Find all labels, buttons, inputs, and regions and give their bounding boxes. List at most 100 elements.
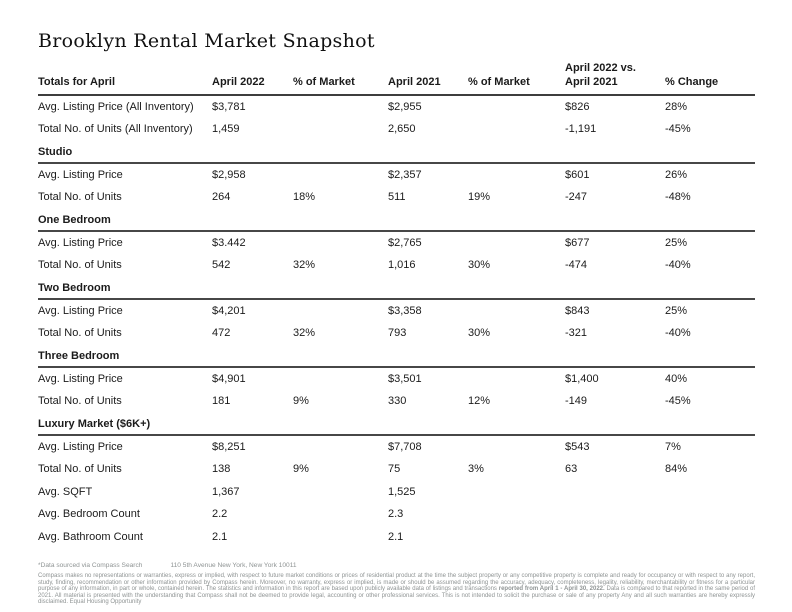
col-label: Avg. Listing Price <box>38 304 123 317</box>
col-label: Avg. SQFT <box>38 485 93 498</box>
col-april-2022: 264 <box>212 191 231 204</box>
col-label: Total No. of Units <box>38 395 122 408</box>
col-pct-change: 40% <box>665 372 688 385</box>
table-row: Avg. Listing Price $4,901 $3,501 $1,400 40% <box>38 368 755 391</box>
page-title: Brooklyn Rental Market Snapshot <box>38 30 375 52</box>
col-yoy-diff: -321 <box>565 327 588 340</box>
col-yoy-diff: $1,400 <box>565 372 599 385</box>
col-april-2021: $7,708 <box>388 440 422 453</box>
col-label: Avg. Listing Price <box>38 440 123 453</box>
col-april-2022: 1,459 <box>212 123 240 136</box>
col-pct-market-2021: 30% <box>468 327 491 340</box>
table-row: Total No. of Units 542 32% 1,016 30% -474 -40% <box>38 254 755 277</box>
col-april-2021: 75 <box>388 463 401 476</box>
section-header: Three Bedroom <box>38 345 755 368</box>
column-header-pct-market-2021: % of Market <box>468 75 530 88</box>
col-april-2021: 511 <box>388 191 406 204</box>
col-label: Avg. Bathroom Count <box>38 530 143 543</box>
col-april-2022: $8,251 <box>212 440 246 453</box>
table-row: Avg. Listing Price $4,201 $3,358 $843 25% <box>38 300 755 323</box>
col-april-2022: 1,367 <box>212 485 240 498</box>
col-pct-market-2022: 32% <box>293 327 316 340</box>
col-april-2021: 1,525 <box>388 485 416 498</box>
col-april-2022: 2.2 <box>212 508 228 521</box>
column-header-pct-change: % Change <box>665 75 719 88</box>
col-april-2022: $4,201 <box>212 304 246 317</box>
col-april-2022: 181 <box>212 395 231 408</box>
company-address: 110 5th Avenue New York, New York 10011 <box>170 562 297 569</box>
section-header: Studio <box>38 141 755 164</box>
col-label: Total No. of Units <box>38 463 122 476</box>
col-april-2021: $3,358 <box>388 304 422 317</box>
col-yoy-diff: $826 <box>565 100 590 113</box>
col-april-2021: 330 <box>388 395 407 408</box>
col-april-2021: $2,765 <box>388 236 422 249</box>
table-row: Avg. Listing Price (All Inventory) $3,781… <box>38 96 755 119</box>
table-row: Total No. of Units (All Inventory) 1,459 2… <box>38 118 755 141</box>
column-header-totals: Totals for April <box>38 75 115 88</box>
disclaimer-text-pre: Compass makes no representations or warr… <box>38 573 755 593</box>
table-row: Avg. Bedroom Count 2.2 2.3 <box>38 503 755 526</box>
col-pct-market-2021: 19% <box>468 191 491 204</box>
col-april-2022: $4,901 <box>212 372 246 385</box>
col-april-2022: 542 <box>212 259 231 272</box>
data-source-line: *Data sourced via Compass Search 110 5th … <box>38 562 755 569</box>
col-april-2022: $2,958 <box>212 168 246 181</box>
col-pct-change: 7% <box>665 440 681 453</box>
col-yoy-diff: -247 <box>565 191 588 204</box>
table-row: Avg. Listing Price $3.442 $2,765 $677 25% <box>38 232 755 255</box>
table-row: Avg. Listing Price $2,958 $2,357 $601 26% <box>38 164 755 187</box>
disclaimer-text-bold: reported from April 1 - April 30, 2022. <box>498 586 605 593</box>
section-header: Two Bedroom <box>38 277 755 300</box>
col-yoy-diff: $677 <box>565 236 590 249</box>
column-header-april-2021: April 2021 <box>388 75 441 88</box>
col-pct-market-2022: 18% <box>293 191 316 204</box>
column-header-yoy-diff: April 2022 vs. April 2021 <box>565 62 636 88</box>
col-pct-market-2022: 32% <box>293 259 316 272</box>
col-april-2022: $3.442 <box>212 236 246 249</box>
col-pct-change: -48% <box>665 191 691 204</box>
col-yoy-diff: -149 <box>565 395 588 408</box>
col-label: Total No. of Units <box>38 191 122 204</box>
col-label: Total No. of Units (All Inventory) <box>38 123 193 136</box>
table-row: Avg. Bathroom Count 2.1 2.1 <box>38 526 755 549</box>
col-april-2022: 2.1 <box>212 530 228 543</box>
col-april-2021: $3,501 <box>388 372 422 385</box>
table-row: Total No. of Units 138 9% 75 3% 63 84% <box>38 458 755 481</box>
col-label: Avg. Listing Price <box>38 168 123 181</box>
col-april-2022: 138 <box>212 463 231 476</box>
col-yoy-diff: 63 <box>565 463 578 476</box>
col-yoy-diff: -474 <box>565 259 588 272</box>
col-april-2021: $2,955 <box>388 100 422 113</box>
col-yoy-diff: -1,191 <box>565 123 597 136</box>
col-pct-market-2021: 12% <box>468 395 491 408</box>
table-row: Total No. of Units 181 9% 330 12% -149 -45% <box>38 390 755 413</box>
col-yoy-diff: $601 <box>565 168 590 181</box>
col-pct-change: -45% <box>665 123 691 136</box>
section-header: Luxury Market ($6K+) <box>38 413 755 436</box>
col-yoy-diff: $843 <box>565 304 590 317</box>
data-source-note: *Data sourced via Compass Search <box>38 562 143 569</box>
col-label: Total No. of Units <box>38 259 122 272</box>
col-april-2021: 2.1 <box>388 530 404 543</box>
col-pct-change: 25% <box>665 236 688 249</box>
table-header-row: Totals for April April 2022 % of Market … <box>38 62 755 96</box>
col-pct-change: -40% <box>665 327 691 340</box>
col-april-2021: $2,357 <box>388 168 422 181</box>
col-label: Avg. Listing Price (All Inventory) <box>38 100 194 113</box>
table-row: Total No. of Units 264 18% 511 19% -247 -48% <box>38 186 755 209</box>
col-pct-change: 28% <box>665 100 688 113</box>
column-header-april-2022: April 2022 <box>212 75 265 88</box>
legal-disclaimer: Compass makes no representations or warr… <box>38 573 755 606</box>
col-pct-change: -40% <box>665 259 691 272</box>
col-yoy-diff: $543 <box>565 440 590 453</box>
col-april-2021: 2.3 <box>388 508 404 521</box>
section-header: One Bedroom <box>38 209 755 232</box>
col-label: Avg. Bedroom Count <box>38 508 140 521</box>
col-pct-change: -45% <box>665 395 691 408</box>
col-pct-change: 84% <box>665 463 688 476</box>
disclaimer-text-post: Data is compared to that reported in the… <box>38 586 756 606</box>
column-header-pct-market-2022: % of Market <box>293 75 355 88</box>
col-pct-market-2021: 3% <box>468 463 484 476</box>
